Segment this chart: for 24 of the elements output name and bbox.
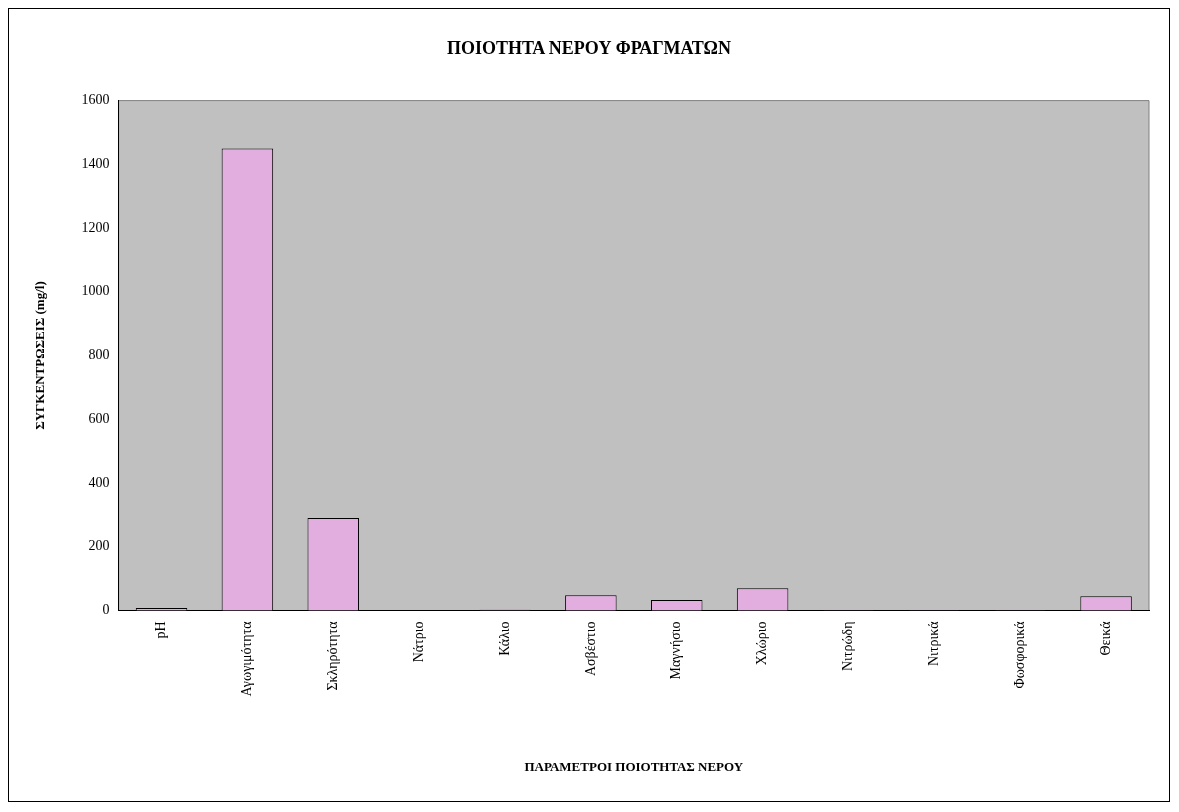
y-tick-label: 200	[88, 538, 110, 554]
x-tick-label: pH	[153, 621, 169, 639]
chart-title: ΠΟΙΟΤΗΤΑ ΝΕΡΟΥ ΦΡΑΓΜΑΤΩΝ	[447, 38, 731, 59]
y-tick-label: 1200	[81, 219, 110, 235]
x-tick-label: Χλώριο	[754, 621, 770, 666]
y-tick-label: 1600	[81, 92, 110, 108]
y-tick-label: 1000	[81, 283, 110, 299]
x-tick-label: Ασβέστιο	[582, 621, 598, 677]
x-tick-label: Σκληρότητα	[324, 620, 340, 691]
x-tick-label: Κάλιο	[496, 621, 512, 656]
x-tick-label: Μαγνήσιο	[668, 621, 684, 680]
y-tick-label: 400	[88, 474, 110, 490]
y-tick-label: 0	[102, 602, 110, 618]
x-tick-label: Νιτρώδη	[840, 621, 856, 672]
x-tick-label: Θεικά	[1097, 620, 1113, 656]
y-tick-label: 1400	[81, 156, 110, 172]
x-tick-label: Νιτρικά	[926, 620, 942, 667]
x-tick-label: Νάτριο	[410, 621, 426, 663]
x-tick-label: Φωσφορικά	[1011, 620, 1027, 689]
y-tick-label: 600	[88, 410, 110, 426]
x-axis-title: ΠΑΡΑΜΕΤΡΟΙ ΠΟΙΟΤΗΤΑΣ ΝΕΡΟΥ	[524, 758, 744, 774]
y-axis-title: ΣΥΓΚΕΝΤΡΩΣΕΙΣ (mg/l)	[32, 281, 48, 430]
y-tick-label: 800	[88, 347, 110, 363]
x-tick-label: Αγωγιμότητα	[239, 620, 255, 697]
